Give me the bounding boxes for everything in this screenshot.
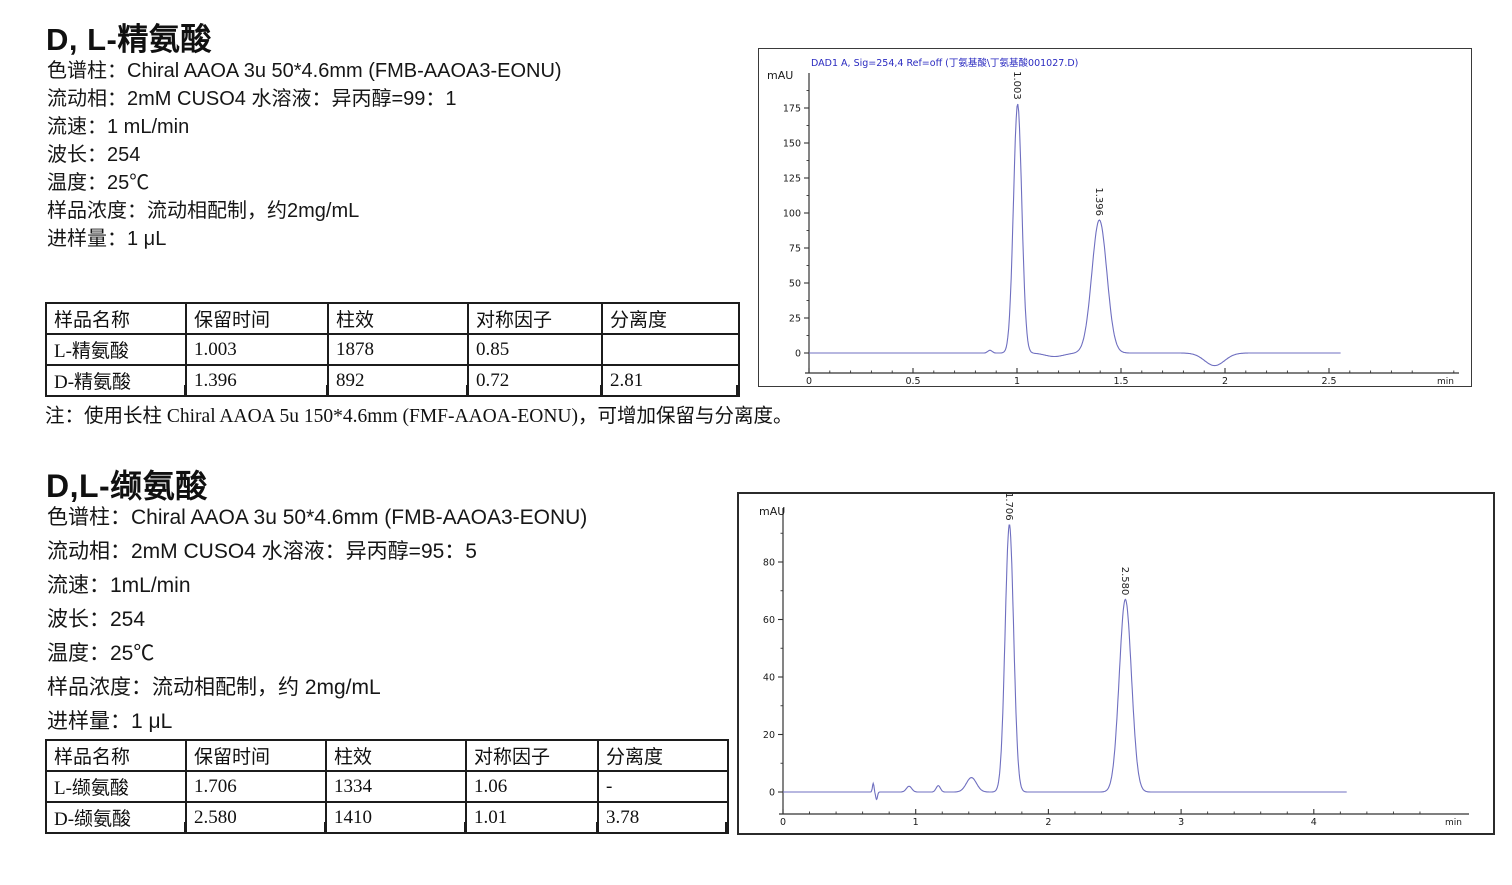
- section-title-valine: D,L-缬氨酸: [46, 468, 208, 504]
- chromatogram-plot: 0 20 40 60 80 0 1 2 3 4 min mAU 1.706 2.580: [759, 494, 1469, 828]
- svg-text:1: 1: [1014, 376, 1020, 386]
- svg-text:40: 40: [763, 673, 775, 684]
- cell-symmetry: 0.72: [467, 364, 603, 397]
- col-resolution: 分离度: [601, 302, 740, 335]
- param-flow-rate: 流速：1 mL/min: [47, 116, 190, 138]
- table-row: D-缬氨酸 2.580 1410 1.01 3.78: [45, 801, 729, 834]
- param-wavelength: 波长：254: [47, 608, 146, 631]
- y-axis-label: mAU: [759, 505, 785, 518]
- signal-header: DAD1 A, Sig=254,4 Ref=off (丁氨基酸\丁氨基酸0010…: [811, 57, 1078, 69]
- cell-plates: 1410: [325, 801, 467, 834]
- table-row: L-缬氨酸 1.706 1334 1.06 -: [45, 770, 729, 803]
- svg-text:60: 60: [763, 615, 775, 626]
- cell-resolution: 2.81: [601, 364, 740, 397]
- cell-symmetry: 0.85: [467, 333, 603, 366]
- chromatogram-plot: 0 25 50 75 100 125 150 175 0 0.5 1 1.5 2 2.5 min mAU DAD…: [767, 57, 1459, 386]
- cell-rt: 2.580: [185, 801, 327, 834]
- cell-rt: 1.003: [185, 333, 329, 366]
- cell-rt: 1.396: [185, 364, 329, 397]
- table-header-row: 样品名称 保留时间 柱效 对称因子 分离度: [45, 302, 740, 335]
- svg-text:25: 25: [789, 314, 801, 325]
- col-symmetry-factor: 对称因子: [467, 302, 603, 335]
- table-row: L-精氨酸 1.003 1878 0.85: [45, 333, 740, 366]
- svg-text:2: 2: [1222, 376, 1228, 386]
- cell-sample: D-精氨酸: [45, 364, 187, 397]
- svg-text:3: 3: [1178, 817, 1184, 828]
- param-column: 色谱柱：Chiral AAOA 3u 50*4.6mm (FMB-AAOA3-E…: [47, 506, 588, 529]
- svg-text:2: 2: [1045, 817, 1051, 828]
- col-symmetry-factor: 对称因子: [465, 739, 599, 772]
- col-resolution: 分离度: [597, 739, 729, 772]
- cell-symmetry: 1.01: [465, 801, 599, 834]
- param-flow-rate: 流速：1mL/min: [47, 574, 191, 597]
- col-retention-time: 保留时间: [185, 739, 327, 772]
- cell-resolution: [601, 333, 740, 366]
- svg-text:1.5: 1.5: [1113, 376, 1128, 386]
- svg-text:125: 125: [783, 174, 801, 185]
- param-concentration: 样品浓度：流动相配制，约 2mg/mL: [47, 676, 381, 699]
- param-injection: 进样量：1 μL: [47, 710, 173, 733]
- results-table-valine: 样品名称 保留时间 柱效 对称因子 分离度 L-缬氨酸 1.706 1334 1…: [45, 739, 729, 834]
- svg-text:0: 0: [780, 817, 786, 828]
- svg-text:150: 150: [783, 139, 801, 150]
- col-plate-count: 柱效: [327, 302, 469, 335]
- peak-rt-label: 1.003: [1011, 71, 1022, 100]
- y-axis-label: mAU: [767, 69, 793, 82]
- svg-text:0.5: 0.5: [905, 376, 920, 386]
- signal-trace: [809, 103, 1341, 367]
- param-column: 色谱柱：Chiral AAOA 3u 50*4.6mm (FMB-AAOA3-E…: [47, 60, 562, 82]
- cell-plates: 1878: [327, 333, 469, 366]
- x-unit-label: min: [1445, 818, 1462, 828]
- svg-text:20: 20: [763, 730, 775, 741]
- svg-text:0: 0: [769, 788, 775, 799]
- col-plate-count: 柱效: [325, 739, 467, 772]
- peak-rt-label: 2.580: [1119, 567, 1130, 596]
- param-wavelength: 波长：254: [47, 144, 141, 166]
- param-temperature: 温度：25℃: [47, 642, 155, 665]
- x-unit-label: min: [1437, 377, 1454, 386]
- table-row: D-精氨酸 1.396 892 0.72 2.81: [45, 364, 740, 397]
- cell-resolution: 3.78: [597, 801, 729, 834]
- note-long-column: 注：使用长柱 Chiral AAOA 5u 150*4.6mm (FMF-AAO…: [45, 406, 793, 427]
- cell-sample: L-缬氨酸: [45, 770, 187, 803]
- svg-text:175: 175: [783, 104, 801, 115]
- col-retention-time: 保留时间: [185, 302, 329, 335]
- cell-sample: D-缬氨酸: [45, 801, 187, 834]
- svg-text:80: 80: [763, 558, 775, 569]
- cell-plates: 1334: [325, 770, 467, 803]
- svg-text:2.5: 2.5: [1321, 376, 1336, 386]
- cell-symmetry: 1.06: [465, 770, 599, 803]
- param-injection: 进样量：1 μL: [47, 228, 167, 250]
- col-sample-name: 样品名称: [45, 302, 187, 335]
- col-sample-name: 样品名称: [45, 739, 187, 772]
- svg-text:1: 1: [913, 817, 919, 828]
- chromatogram-arginine: 0 25 50 75 100 125 150 175 0 0.5 1 1.5 2 2.5 min mAU DAD…: [758, 48, 1472, 387]
- svg-text:0: 0: [795, 349, 801, 360]
- results-table-arginine: 样品名称 保留时间 柱效 对称因子 分离度 L-精氨酸 1.003 1878 0…: [45, 302, 740, 397]
- param-mobile-phase: 流动相：2mM CUSO4 水溶液：异丙醇=99：1: [47, 88, 457, 110]
- param-temperature: 温度：25℃: [47, 172, 150, 194]
- param-mobile-phase: 流动相：2mM CUSO4 水溶液：异丙醇=95：5: [47, 540, 477, 563]
- method-params-valine: 色谱柱：Chiral AAOA 3u 50*4.6mm (FMB-AAOA3-E…: [47, 501, 587, 739]
- section-title-arginine: D, L-精氨酸: [46, 22, 212, 57]
- cell-sample: L-精氨酸: [45, 333, 187, 366]
- param-concentration: 样品浓度：流动相配制，约2mg/mL: [47, 200, 360, 222]
- method-params-arginine: 色谱柱：Chiral AAOA 3u 50*4.6mm (FMB-AAOA3-E…: [47, 57, 562, 253]
- chromatogram-valine: 0 20 40 60 80 0 1 2 3 4 min mAU 1.706 2.580: [737, 492, 1495, 835]
- cell-resolution: -: [597, 770, 729, 803]
- svg-text:0: 0: [806, 376, 812, 386]
- svg-text:100: 100: [783, 209, 801, 220]
- svg-text:50: 50: [789, 279, 801, 290]
- peak-rt-label: 1.706: [1003, 494, 1014, 521]
- signal-trace: [783, 524, 1347, 801]
- svg-text:75: 75: [789, 244, 801, 255]
- svg-text:4: 4: [1311, 817, 1317, 828]
- peak-rt-label: 1.396: [1093, 187, 1104, 216]
- cell-plates: 892: [327, 364, 469, 397]
- cell-rt: 1.706: [185, 770, 327, 803]
- table-header-row: 样品名称 保留时间 柱效 对称因子 分离度: [45, 739, 729, 772]
